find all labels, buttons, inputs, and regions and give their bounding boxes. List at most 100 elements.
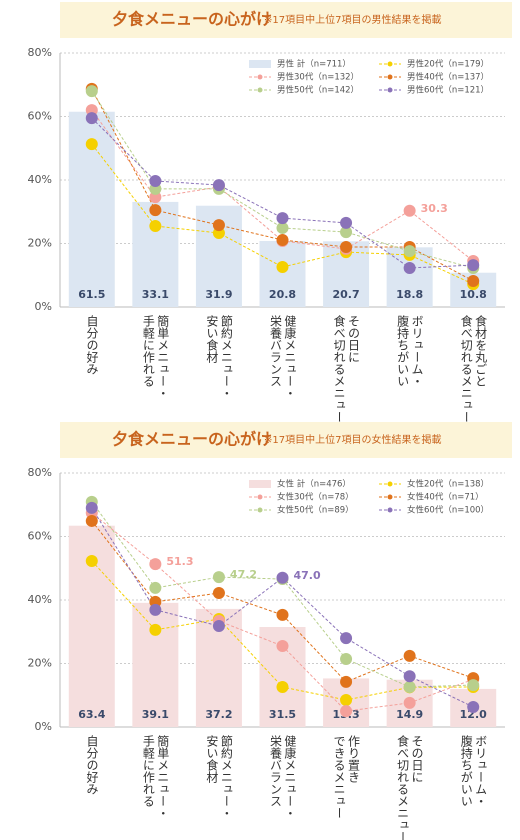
legend-swatch — [257, 494, 263, 500]
bar-value-label: 31.9 — [205, 288, 232, 301]
y-tick-label: 0% — [35, 720, 52, 733]
x-tick-label: 自分の好み — [84, 315, 99, 375]
chart-subtitle: ※17項目中上位7項目の女性結果を掲載 — [264, 433, 441, 446]
legend-swatch — [387, 494, 393, 500]
series-point — [276, 571, 289, 584]
bar-value-label: 61.5 — [78, 288, 105, 301]
bar-value-label: 39.1 — [142, 708, 169, 721]
series-point — [467, 274, 480, 287]
series-point — [340, 632, 353, 645]
series-point — [85, 554, 98, 567]
legend-swatch — [387, 61, 393, 67]
legend-label: 男性40代（n=137） — [407, 72, 489, 83]
bar — [259, 240, 306, 307]
y-tick-label: 20% — [28, 657, 52, 670]
x-tick-label: 作り置き できるメニュー — [332, 735, 361, 819]
x-tick-label: 節約メニュー・ 安い食材 — [204, 315, 234, 399]
chart-title: 夕食メニューの心がけ — [112, 430, 272, 449]
bar-value-label: 20.7 — [333, 288, 360, 301]
legend-swatch — [249, 60, 271, 68]
legend-swatch — [387, 481, 393, 487]
x-tick-label: 簡単メニュー・ 手軽に作れる — [141, 315, 170, 399]
series-point — [149, 623, 162, 636]
legend-swatch — [387, 74, 393, 80]
x-tick-label: 食材を丸ごと 食べ切れるメニュー — [459, 315, 488, 423]
bar-value-label: 37.2 — [205, 708, 232, 721]
legend-label: 女性 計（n=476） — [277, 479, 351, 490]
legend-label: 男性30代（n=132） — [277, 72, 359, 83]
series-point — [85, 138, 98, 151]
series-point — [212, 620, 225, 633]
series-point — [212, 179, 225, 192]
series-point — [340, 694, 353, 707]
bar — [132, 602, 179, 727]
series-point — [149, 204, 162, 217]
legend-label: 男性60代（n=121） — [407, 85, 489, 96]
series-point — [276, 234, 289, 247]
chart-subtitle: ※17項目中上位7項目の男性結果を掲載 — [264, 13, 441, 26]
legend-label: 男性50代（n=142） — [277, 85, 359, 96]
legend-swatch — [387, 87, 393, 93]
series-point — [340, 675, 353, 688]
legend-swatch — [257, 74, 263, 80]
header-band — [60, 2, 512, 38]
bar-value-label: 31.5 — [269, 708, 296, 721]
series-point — [403, 696, 416, 709]
legend-label: 女性40代（n=71） — [407, 492, 484, 503]
y-tick-label: 40% — [28, 173, 52, 186]
bar-value-label: 33.1 — [142, 288, 169, 301]
legend-label: 女性60代（n=100） — [407, 505, 489, 516]
series-point — [403, 204, 416, 217]
bar-value-label: 20.8 — [269, 288, 296, 301]
series-point — [403, 670, 416, 683]
header-band — [60, 422, 512, 458]
series-point — [149, 581, 162, 594]
legend-label: 女性30代（n=78） — [277, 492, 354, 503]
series-point — [85, 514, 98, 527]
legend-box — [243, 476, 501, 518]
series-point — [212, 571, 225, 584]
series-point — [276, 221, 289, 234]
series-point — [85, 85, 98, 98]
legend-label: 男性20代（n=179） — [407, 59, 489, 70]
bar-value-label: 18.8 — [396, 288, 423, 301]
y-tick-label: 60% — [28, 530, 52, 543]
bar-value-label: 63.4 — [78, 708, 105, 721]
legend-swatch — [387, 507, 393, 513]
x-tick-label: その日に 食べ切れるメニュー — [332, 315, 361, 423]
y-tick-label: 80% — [28, 466, 52, 479]
series-point — [340, 226, 353, 239]
legend-box — [243, 56, 501, 98]
chart-title: 夕食メニューの心がけ — [112, 10, 272, 29]
bar-value-label: 12.0 — [460, 708, 487, 721]
series-point — [149, 558, 162, 571]
series-point — [340, 705, 353, 718]
series-point — [467, 259, 480, 272]
bar — [132, 201, 179, 307]
legend-label: 男性 計（n=711） — [277, 59, 351, 70]
series-point — [403, 680, 416, 693]
series-point — [340, 653, 353, 666]
series-point — [467, 679, 480, 692]
y-tick-label: 40% — [28, 593, 52, 606]
series-point — [403, 649, 416, 662]
y-tick-label: 0% — [35, 300, 52, 313]
y-tick-label: 60% — [28, 110, 52, 123]
legend-swatch — [249, 480, 271, 488]
x-tick-label: 健康メニュー・ 栄養バランス — [268, 735, 297, 819]
y-tick-label: 20% — [28, 237, 52, 250]
point-value-label: 47.0 — [294, 569, 321, 582]
y-tick-label: 80% — [28, 46, 52, 59]
series-point — [212, 219, 225, 232]
point-value-label: 51.3 — [166, 555, 193, 568]
series-point — [276, 680, 289, 693]
x-tick-label: 簡単メニュー・ 手軽に作れる — [141, 735, 170, 819]
series-point — [276, 640, 289, 653]
series-point — [467, 700, 480, 713]
x-tick-label: 自分の好み — [84, 735, 99, 795]
series-point — [276, 608, 289, 621]
series-point — [149, 191, 162, 204]
legend-swatch — [257, 507, 263, 513]
